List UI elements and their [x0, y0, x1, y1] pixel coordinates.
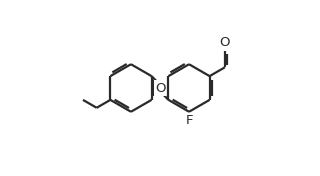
Text: F: F — [185, 114, 193, 127]
Text: O: O — [220, 36, 230, 49]
Text: O: O — [155, 81, 165, 95]
